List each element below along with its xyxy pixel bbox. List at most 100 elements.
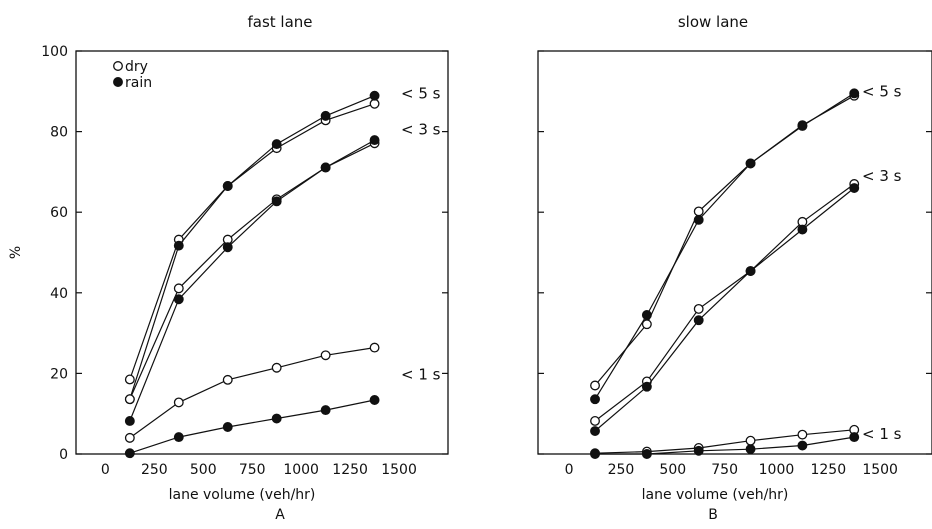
x-tick-label: 1000 [283,462,319,478]
data-point-filled [173,294,184,305]
data-point-filled [590,426,600,436]
y-tick-label: 20 [50,366,68,382]
series-rain-1ss [590,432,860,459]
series-annotation: < 5 s [401,84,441,102]
legend-marker-filled [113,77,123,87]
y-tick-label: 60 [50,205,68,221]
data-point-filled [641,449,652,459]
series-rain-3ss [124,135,380,426]
x-axis-label: lane volume (veh/hr) [169,487,316,503]
data-point-filled [693,214,704,225]
series-annotation: < 1 s [862,425,902,443]
series-dry-3ss [124,138,380,405]
x-tick-label: 0 [101,462,110,478]
series-line [595,436,855,455]
data-point-open [590,380,600,391]
data-point-filled [271,139,282,150]
data-point-filled [849,88,860,99]
series-line [594,183,855,422]
series-rain-3ss [590,183,860,436]
data-point-filled [173,432,184,443]
data-point-filled [745,444,756,455]
series-dry-1ss [590,424,860,459]
x-tick-label: 250 [608,462,635,478]
data-point-filled [849,183,860,193]
panel-letter: B [708,507,718,523]
x-tick-label: 1500 [862,462,898,478]
data-point-filled [745,266,756,276]
data-point-open [124,394,135,405]
series-line [594,92,855,400]
data-point-filled [590,449,600,459]
data-point-filled [797,224,808,235]
data-point-filled [641,310,652,320]
data-point-open [797,429,808,440]
x-tick-label: 0 [565,462,574,478]
x-tick-label: 500 [659,462,686,478]
x-tick-label: 250 [141,462,168,478]
series-dry-5ss [590,90,860,391]
data-point-filled [369,90,380,101]
series-line [594,95,855,386]
data-point-filled [797,440,808,451]
data-point-open [641,319,652,330]
legend-label: dry [125,59,148,75]
data-point-open [173,397,184,408]
panel-letter: A [275,507,285,523]
data-point-open [124,374,135,385]
data-point-filled [693,445,704,456]
data-point-open [369,98,380,109]
data-point-filled [693,315,704,326]
series-dry-1ss [124,342,380,443]
series-rain-5ss [124,90,380,405]
x-tick-label: 500 [190,462,217,478]
data-point-filled [222,422,233,432]
x-tick-label: 1500 [381,462,417,478]
x-tick-label: 1250 [332,462,368,478]
data-point-filled [320,110,331,121]
data-point-filled [369,135,380,146]
data-point-open [369,342,380,353]
x-tick-label: 1250 [810,462,846,478]
series-line [129,347,375,439]
x-axis-label: lane volume (veh/hr) [642,487,789,503]
series-line [129,103,375,380]
data-point-filled [271,196,282,207]
data-point-filled [173,240,184,251]
data-point-filled [320,405,331,416]
y-tick-label: 40 [50,286,68,302]
y-tick-label: 0 [59,447,68,463]
series-line [129,142,375,400]
series-line [129,139,375,422]
data-point-filled [797,121,808,131]
series-annotation: < 3 s [401,121,441,139]
series-line [129,95,375,400]
series-annotation: < 1 s [401,366,441,384]
y-tick-label: 80 [50,125,68,141]
data-point-filled [590,394,600,405]
data-point-open [173,283,184,294]
data-point-filled [320,162,331,173]
data-point-filled [222,181,233,191]
data-point-open [320,350,331,361]
data-point-open [590,416,600,426]
series-annotation: < 5 s [862,83,902,101]
data-point-filled [222,242,233,253]
data-point-open [693,206,704,217]
data-point-open [271,362,282,373]
series-annotation: < 3 s [862,167,902,185]
series-line [594,429,855,454]
chart-title: fast lane [247,13,312,31]
x-tick-label: 750 [711,462,738,478]
series-dry-5ss [124,98,380,385]
legend-label: rain [125,75,152,91]
plot-frame [537,50,932,455]
series-line [129,399,375,454]
y-tick-label: 100 [41,44,68,60]
data-point-filled [745,158,756,169]
legend-marker-open [113,61,123,71]
x-tick-label: 1000 [759,462,795,478]
